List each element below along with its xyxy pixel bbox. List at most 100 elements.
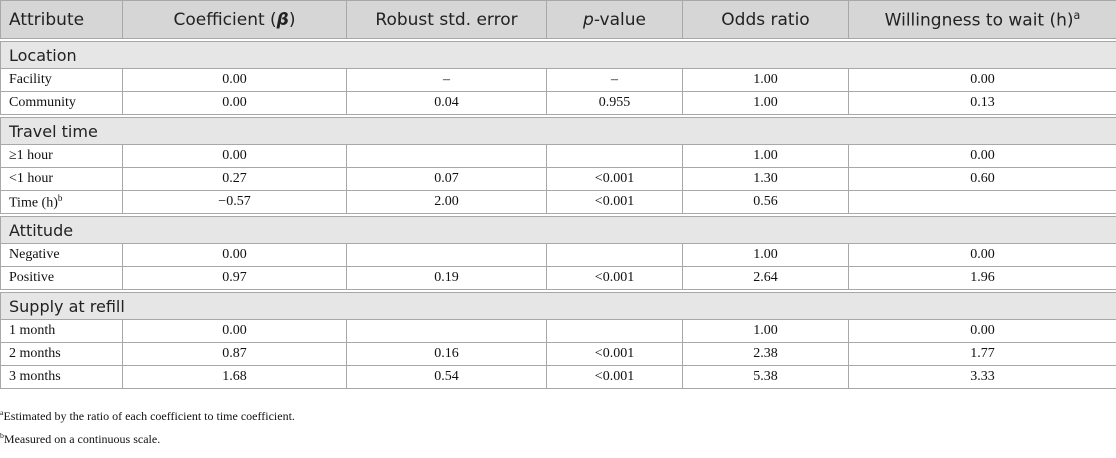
data-cell: 0.87 bbox=[122, 342, 347, 366]
data-cell: 1.00 bbox=[682, 144, 849, 168]
data-cell: 1.77 bbox=[848, 342, 1116, 366]
text-part: a bbox=[0, 408, 4, 417]
section-title: Location bbox=[0, 41, 1116, 69]
data-cell: 0.00 bbox=[122, 144, 347, 168]
data-cell: <0.001 bbox=[546, 167, 683, 191]
data-cell: 2.00 bbox=[346, 190, 547, 214]
data-cell: – bbox=[546, 68, 683, 92]
row-label: Positive bbox=[0, 266, 123, 290]
header-cell: Robust std. error bbox=[346, 0, 547, 39]
data-cell: 2.38 bbox=[682, 342, 849, 366]
data-row: Negative 0.00 1.00 0.00 bbox=[0, 243, 1116, 267]
data-cell bbox=[546, 243, 683, 267]
data-cell: 5.38 bbox=[682, 365, 849, 389]
results-table: Attribute Coefficient (β) Robust std. erro… bbox=[0, 0, 1116, 389]
data-cell: 1.00 bbox=[682, 319, 849, 343]
data-cell: 1.00 bbox=[682, 91, 849, 115]
data-cell: 1.30 bbox=[682, 167, 849, 191]
data-cell: 1.00 bbox=[682, 68, 849, 92]
data-cell: <0.001 bbox=[546, 342, 683, 366]
data-cell: 1.68 bbox=[122, 365, 347, 389]
text-part: Time (h) bbox=[9, 195, 58, 211]
section-title: Attitude bbox=[0, 216, 1116, 244]
data-cell bbox=[546, 319, 683, 343]
data-row: Time (h)b −0.57 2.00 <0.001 0.56 bbox=[0, 190, 1116, 214]
header-row: Attribute Coefficient (β) Robust std. erro… bbox=[0, 0, 1116, 39]
data-cell: <0.001 bbox=[546, 266, 683, 290]
text-part: Measured on a continuous scale. bbox=[3, 432, 161, 446]
data-cell: 0.00 bbox=[122, 68, 347, 92]
row-label: Negative bbox=[0, 243, 123, 267]
data-cell bbox=[346, 319, 547, 343]
row-label: <1 hour bbox=[0, 167, 123, 191]
section-title: Travel time bbox=[0, 117, 1116, 145]
data-cell bbox=[346, 243, 547, 267]
data-cell: 1.00 bbox=[682, 243, 849, 267]
section-row: Attitude bbox=[0, 216, 1116, 244]
data-cell: 0.16 bbox=[346, 342, 547, 366]
data-cell: 3.33 bbox=[848, 365, 1116, 389]
section-row: Travel time bbox=[0, 117, 1116, 145]
data-cell: 0.00 bbox=[848, 243, 1116, 267]
text-part: b bbox=[57, 192, 63, 203]
data-cell: 0.00 bbox=[848, 144, 1116, 168]
data-cell: 0.00 bbox=[122, 91, 347, 115]
data-cell: 0.60 bbox=[848, 167, 1116, 191]
data-cell bbox=[346, 144, 547, 168]
table-body: Location Facility 0.00– –1.00 0.00 Community 0… bbox=[0, 39, 1116, 389]
header-cell: Attribute bbox=[0, 0, 123, 39]
text-part: Willingness to wait (h) bbox=[884, 10, 1074, 31]
row-label: Community bbox=[0, 91, 123, 115]
section-row: Supply at refill bbox=[0, 292, 1116, 320]
data-cell: 0.19 bbox=[346, 266, 547, 290]
text-part: a bbox=[1073, 8, 1081, 22]
data-cell: 1.96 bbox=[848, 266, 1116, 290]
data-cell: 0.04 bbox=[346, 91, 547, 115]
data-cell: 0.27 bbox=[122, 167, 347, 191]
text-part: p bbox=[583, 9, 594, 30]
data-cell bbox=[546, 144, 683, 168]
section-row: Location bbox=[0, 41, 1116, 69]
data-row: ≥1 hour 0.00 1.00 0.00 bbox=[0, 144, 1116, 168]
data-row: Facility 0.00– –1.00 0.00 bbox=[0, 68, 1116, 92]
header-cell: p-value bbox=[546, 0, 683, 39]
row-label: 1 month bbox=[0, 319, 123, 343]
data-cell: 0.00 bbox=[848, 68, 1116, 92]
data-row: 3 months 1.68 0.54 <0.001 5.38 3.33 bbox=[0, 365, 1116, 389]
data-cell: – bbox=[346, 68, 547, 92]
data-row: 2 months 0.87 0.16 <0.001 2.38 1.77 bbox=[0, 342, 1116, 366]
text-part: -value bbox=[593, 9, 646, 30]
data-cell: 2.64 bbox=[682, 266, 849, 290]
footnote: bMeasured on a continuous scale. bbox=[0, 426, 1116, 449]
footnote: aEstimated by the ratio of each coeffici… bbox=[0, 403, 1116, 426]
data-cell: 0.00 bbox=[122, 319, 347, 343]
data-cell: 0.54 bbox=[346, 365, 547, 389]
data-row: Community 0.00 0.04 0.955 1.00 0.13 bbox=[0, 91, 1116, 115]
text-part: ) bbox=[288, 9, 296, 30]
data-cell: <0.001 bbox=[546, 365, 683, 389]
data-row: 1 month 0.00 1.00 0.00 bbox=[0, 319, 1116, 343]
text-part: Coefficient ( bbox=[173, 9, 277, 30]
header-cell: Coefficient (β) bbox=[122, 0, 347, 39]
data-row: Positive 0.97 0.19 <0.001 2.64 1.96 bbox=[0, 266, 1116, 290]
footnotes: aEstimated by the ratio of each coeffici… bbox=[0, 403, 1116, 449]
row-label: Time (h)b bbox=[0, 190, 123, 214]
data-cell bbox=[848, 190, 1116, 214]
header-cell: Odds ratio bbox=[682, 0, 849, 39]
row-label: 2 months bbox=[0, 342, 123, 366]
row-label: ≥1 hour bbox=[0, 144, 123, 168]
data-cell: 0.00 bbox=[848, 319, 1116, 343]
data-cell: 0.07 bbox=[346, 167, 547, 191]
text-part: b bbox=[0, 431, 4, 440]
row-label: 3 months bbox=[0, 365, 123, 389]
data-cell: −0.57 bbox=[122, 190, 347, 214]
header-cell: Willingness to wait (h)a bbox=[848, 0, 1116, 39]
data-cell: <0.001 bbox=[546, 190, 683, 214]
data-cell: 0.00 bbox=[122, 243, 347, 267]
data-cell: 0.955 bbox=[546, 91, 683, 115]
data-row: <1 hour 0.27 0.07 <0.001 1.30 0.60 bbox=[0, 167, 1116, 191]
data-cell: 0.13 bbox=[848, 91, 1116, 115]
text-part: Estimated by the ratio of each coefficie… bbox=[3, 409, 295, 423]
section-title: Supply at refill bbox=[0, 292, 1116, 320]
